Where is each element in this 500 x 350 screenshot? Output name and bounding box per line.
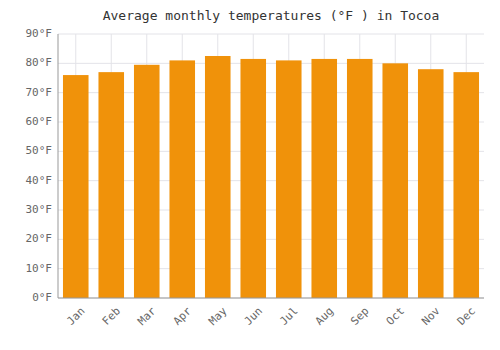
bar xyxy=(205,56,231,298)
bar xyxy=(382,63,408,298)
y-axis-line xyxy=(58,34,59,298)
y-tick-label: 50°F xyxy=(26,144,53,157)
x-axis-line xyxy=(58,298,484,299)
x-tick-label: Sep xyxy=(348,305,371,328)
x-tick-label: Apr xyxy=(171,304,195,328)
x-tick-label: Jun xyxy=(242,305,265,328)
y-grid-line xyxy=(58,63,484,64)
y-tick-label: 60°F xyxy=(26,115,53,128)
y-axis: 0°F 10°F 20°F 30°F 40°F 50°F 60°F 70°F 80°F 90°F xyxy=(26,27,53,304)
y-tick-label: 30°F xyxy=(26,203,53,216)
bar xyxy=(453,72,479,298)
x-tick-label: Feb xyxy=(100,305,123,328)
y-tick-label: 20°F xyxy=(26,232,53,245)
y-tick-label: 10°F xyxy=(26,262,53,275)
y-tick-label: 90°F xyxy=(26,27,53,40)
chart-container: 0°F 10°F 20°F 30°F 40°F 50°F 60°F 70°F 80°F 90°F J… xyxy=(0,0,500,350)
title: Average monthly temperatures (°F ) in To… xyxy=(103,8,440,23)
bar xyxy=(169,60,195,298)
bar xyxy=(311,59,337,298)
x-tick-label: Oct xyxy=(384,305,407,328)
y-tick-label: 0°F xyxy=(32,291,52,304)
x-tick-label: Nov xyxy=(419,304,443,328)
chart: 0°F 10°F 20°F 30°F 40°F 50°F 60°F 70°F 80°F 90°F J… xyxy=(0,0,500,350)
x-tick-label: Jan xyxy=(64,305,87,328)
bar xyxy=(276,60,302,298)
y-tick-label: 80°F xyxy=(26,56,53,69)
x-tick-label: Mar xyxy=(135,304,159,328)
grid xyxy=(58,34,484,298)
bar xyxy=(63,75,89,298)
y-tick-label: 40°F xyxy=(26,174,53,187)
x-tick-label: Dec xyxy=(455,305,478,328)
x-tick-label: Aug xyxy=(313,305,336,328)
y-grid-line xyxy=(58,298,484,299)
bar xyxy=(347,59,373,298)
bar xyxy=(240,59,266,298)
x-tick-label: Jul xyxy=(277,305,300,328)
x-axis: Jan Feb Mar Apr May Jun Jul Aug Sep Oct Nov Dec xyxy=(64,304,478,328)
y-tick-label: 70°F xyxy=(26,86,53,99)
bars xyxy=(63,56,479,298)
y-grid-line xyxy=(58,34,484,35)
bar xyxy=(98,72,124,298)
x-tick-label: May xyxy=(206,304,230,328)
bar xyxy=(134,65,160,298)
bar xyxy=(418,69,444,298)
